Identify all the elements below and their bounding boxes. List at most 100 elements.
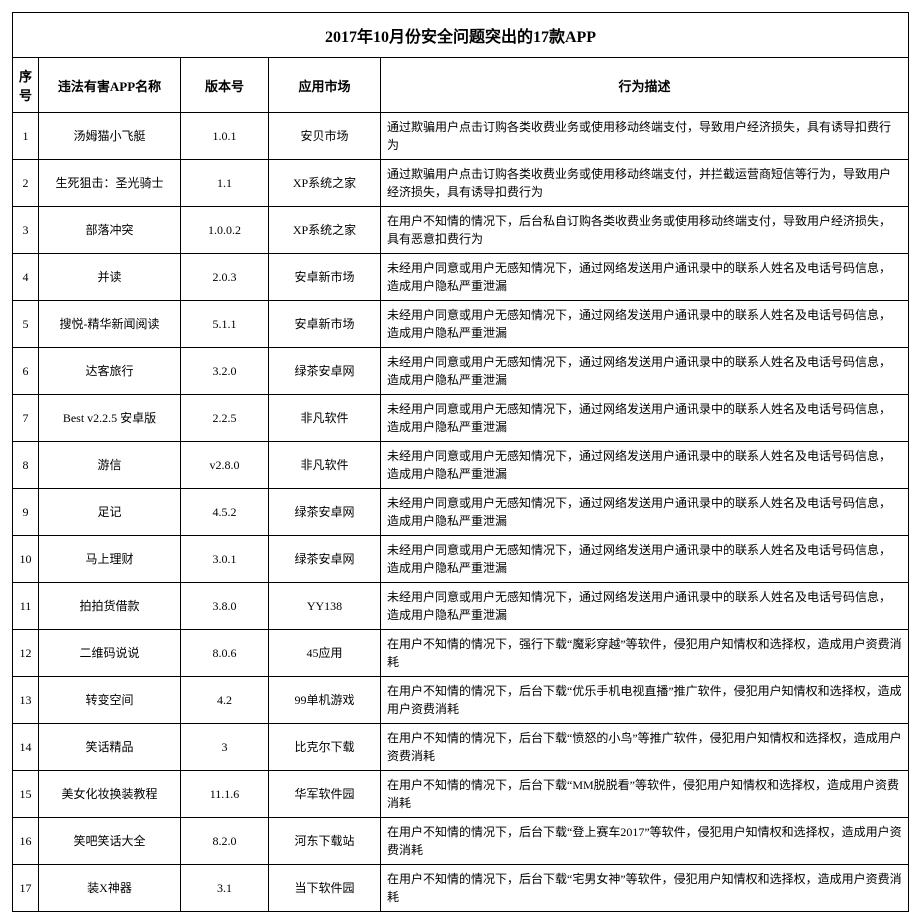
table-row: 8游信v2.8.0非凡软件未经用户同意或用户无感知情况下，通过网络发送用户通讯录… xyxy=(13,442,909,489)
cell-ver: 1.1 xyxy=(181,160,269,207)
col-market: 应用市场 xyxy=(269,58,381,113)
cell-market: 安卓新市场 xyxy=(269,301,381,348)
cell-desc: 通过欺骗用户点击订购各类收费业务或使用移动终端支付，并拦截运营商短信等行为，导致… xyxy=(381,160,909,207)
cell-seq: 4 xyxy=(13,254,39,301)
cell-ver: 4.2 xyxy=(181,677,269,724)
cell-desc: 在用户不知情的情况下，后台下载“宅男女神”等软件，侵犯用户知情权和选择权，造成用… xyxy=(381,865,909,912)
table-container: 2017年10月份安全问题突出的17款APP 序号 违法有害APP名称 版本号 … xyxy=(12,12,909,912)
cell-desc: 未经用户同意或用户无感知情况下，通过网络发送用户通讯录中的联系人姓名及电话号码信… xyxy=(381,536,909,583)
cell-seq: 8 xyxy=(13,442,39,489)
col-ver: 版本号 xyxy=(181,58,269,113)
cell-market: 比克尔下载 xyxy=(269,724,381,771)
table-row: 6达客旅行3.2.0绿茶安卓网未经用户同意或用户无感知情况下，通过网络发送用户通… xyxy=(13,348,909,395)
cell-seq: 17 xyxy=(13,865,39,912)
table-row: 1汤姆猫小飞艇1.0.1安贝市场通过欺骗用户点击订购各类收费业务或使用移动终端支… xyxy=(13,113,909,160)
table-row: 11拍拍货借款3.8.0YY138未经用户同意或用户无感知情况下，通过网络发送用… xyxy=(13,583,909,630)
cell-market: 绿茶安卓网 xyxy=(269,536,381,583)
table-row: 10马上理财3.0.1绿茶安卓网未经用户同意或用户无感知情况下，通过网络发送用户… xyxy=(13,536,909,583)
cell-name: 美女化妆换装教程 xyxy=(39,771,181,818)
cell-ver: 3.2.0 xyxy=(181,348,269,395)
cell-name: 装X神器 xyxy=(39,865,181,912)
cell-name: 笑吧笑话大全 xyxy=(39,818,181,865)
cell-seq: 16 xyxy=(13,818,39,865)
cell-name: 二维码说说 xyxy=(39,630,181,677)
cell-name: 转变空间 xyxy=(39,677,181,724)
cell-ver: v2.8.0 xyxy=(181,442,269,489)
cell-name: 并读 xyxy=(39,254,181,301)
table-row: 14笑话精品3比克尔下载在用户不知情的情况下，后台下载“愤怒的小鸟”等推广软件，… xyxy=(13,724,909,771)
cell-ver: 2.2.5 xyxy=(181,395,269,442)
cell-market: 当下软件园 xyxy=(269,865,381,912)
table-row: 3部落冲突1.0.0.2XP系统之家在用户不知情的情况下，后台私自订购各类收费业… xyxy=(13,207,909,254)
cell-seq: 14 xyxy=(13,724,39,771)
cell-name: 笑话精品 xyxy=(39,724,181,771)
table-row: 17装X神器3.1当下软件园在用户不知情的情况下，后台下载“宅男女神”等软件，侵… xyxy=(13,865,909,912)
cell-market: 华军软件园 xyxy=(269,771,381,818)
cell-seq: 9 xyxy=(13,489,39,536)
table-title: 2017年10月份安全问题突出的17款APP xyxy=(13,13,909,58)
cell-desc: 未经用户同意或用户无感知情况下，通过网络发送用户通讯录中的联系人姓名及电话号码信… xyxy=(381,489,909,536)
cell-desc: 未经用户同意或用户无感知情况下，通过网络发送用户通讯录中的联系人姓名及电话号码信… xyxy=(381,395,909,442)
cell-desc: 在用户不知情的情况下，后台下载“愤怒的小鸟”等推广软件，侵犯用户知情权和选择权，… xyxy=(381,724,909,771)
cell-ver: 2.0.3 xyxy=(181,254,269,301)
title-row: 2017年10月份安全问题突出的17款APP xyxy=(13,13,909,58)
table-row: 15美女化妆换装教程11.1.6华军软件园在用户不知情的情况下，后台下载“MM脱… xyxy=(13,771,909,818)
cell-ver: 3.8.0 xyxy=(181,583,269,630)
cell-ver: 3.1 xyxy=(181,865,269,912)
table-row: 9足记4.5.2绿茶安卓网未经用户同意或用户无感知情况下，通过网络发送用户通讯录… xyxy=(13,489,909,536)
cell-market: 非凡软件 xyxy=(269,442,381,489)
cell-market: 45应用 xyxy=(269,630,381,677)
cell-name: 生死狙击：圣光骑士 xyxy=(39,160,181,207)
header-row: 序号 违法有害APP名称 版本号 应用市场 行为描述 xyxy=(13,58,909,113)
cell-market: 安贝市场 xyxy=(269,113,381,160)
cell-name: 足记 xyxy=(39,489,181,536)
cell-desc: 在用户不知情的情况下，后台私自订购各类收费业务或使用移动终端支付，导致用户经济损… xyxy=(381,207,909,254)
cell-desc: 未经用户同意或用户无感知情况下，通过网络发送用户通讯录中的联系人姓名及电话号码信… xyxy=(381,348,909,395)
cell-ver: 1.0.1 xyxy=(181,113,269,160)
col-name: 违法有害APP名称 xyxy=(39,58,181,113)
cell-market: YY138 xyxy=(269,583,381,630)
cell-desc: 未经用户同意或用户无感知情况下，通过网络发送用户通讯录中的联系人姓名及电话号码信… xyxy=(381,254,909,301)
table-row: 12二维码说说8.0.645应用在用户不知情的情况下，强行下载“魔彩穿越”等软件… xyxy=(13,630,909,677)
cell-ver: 11.1.6 xyxy=(181,771,269,818)
apps-table: 2017年10月份安全问题突出的17款APP 序号 违法有害APP名称 版本号 … xyxy=(12,12,909,912)
cell-seq: 12 xyxy=(13,630,39,677)
cell-seq: 11 xyxy=(13,583,39,630)
cell-ver: 8.2.0 xyxy=(181,818,269,865)
cell-name: 部落冲突 xyxy=(39,207,181,254)
cell-market: 绿茶安卓网 xyxy=(269,348,381,395)
table-row: 5搜悦-精华新闻阅读5.1.1安卓新市场未经用户同意或用户无感知情况下，通过网络… xyxy=(13,301,909,348)
cell-seq: 1 xyxy=(13,113,39,160)
cell-desc: 在用户不知情的情况下，强行下载“魔彩穿越”等软件，侵犯用户知情权和选择权，造成用… xyxy=(381,630,909,677)
cell-ver: 3 xyxy=(181,724,269,771)
cell-market: XP系统之家 xyxy=(269,207,381,254)
table-row: 4并读2.0.3安卓新市场未经用户同意或用户无感知情况下，通过网络发送用户通讯录… xyxy=(13,254,909,301)
cell-ver: 8.0.6 xyxy=(181,630,269,677)
cell-ver: 5.1.1 xyxy=(181,301,269,348)
cell-market: XP系统之家 xyxy=(269,160,381,207)
cell-market: 非凡软件 xyxy=(269,395,381,442)
col-seq: 序号 xyxy=(13,58,39,113)
cell-desc: 在用户不知情的情况下，后台下载“优乐手机电视直播”推广软件，侵犯用户知情权和选择… xyxy=(381,677,909,724)
cell-desc: 通过欺骗用户点击订购各类收费业务或使用移动终端支付，导致用户经济损失，具有诱导扣… xyxy=(381,113,909,160)
cell-seq: 3 xyxy=(13,207,39,254)
cell-seq: 13 xyxy=(13,677,39,724)
col-desc: 行为描述 xyxy=(381,58,909,113)
cell-seq: 5 xyxy=(13,301,39,348)
cell-seq: 7 xyxy=(13,395,39,442)
cell-seq: 2 xyxy=(13,160,39,207)
cell-market: 99单机游戏 xyxy=(269,677,381,724)
cell-name: 马上理财 xyxy=(39,536,181,583)
table-row: 13转变空间4.299单机游戏在用户不知情的情况下，后台下载“优乐手机电视直播”… xyxy=(13,677,909,724)
cell-desc: 在用户不知情的情况下，后台下载“登上赛车2017”等软件，侵犯用户知情权和选择权… xyxy=(381,818,909,865)
cell-desc: 未经用户同意或用户无感知情况下，通过网络发送用户通讯录中的联系人姓名及电话号码信… xyxy=(381,442,909,489)
table-row: 16笑吧笑话大全8.2.0河东下载站在用户不知情的情况下，后台下载“登上赛车20… xyxy=(13,818,909,865)
cell-seq: 6 xyxy=(13,348,39,395)
table-row: 7Best v2.2.5 安卓版2.2.5非凡软件未经用户同意或用户无感知情况下… xyxy=(13,395,909,442)
cell-ver: 1.0.0.2 xyxy=(181,207,269,254)
cell-name: 拍拍货借款 xyxy=(39,583,181,630)
cell-desc: 未经用户同意或用户无感知情况下，通过网络发送用户通讯录中的联系人姓名及电话号码信… xyxy=(381,301,909,348)
cell-name: 达客旅行 xyxy=(39,348,181,395)
cell-ver: 4.5.2 xyxy=(181,489,269,536)
table-body: 1汤姆猫小飞艇1.0.1安贝市场通过欺骗用户点击订购各类收费业务或使用移动终端支… xyxy=(13,113,909,912)
